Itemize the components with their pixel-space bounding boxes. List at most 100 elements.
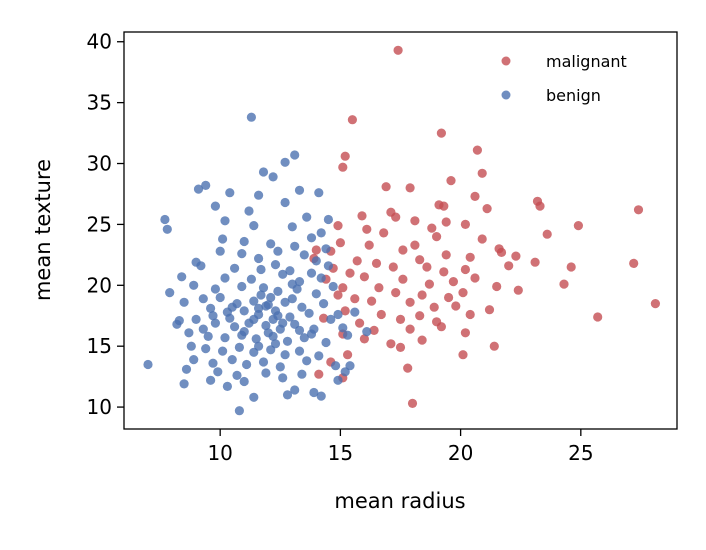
data-point-malignant <box>362 224 372 234</box>
data-point-malignant <box>470 191 480 201</box>
data-point-malignant <box>407 398 418 408</box>
data-point-malignant <box>427 223 437 233</box>
data-point-malignant <box>340 151 350 161</box>
data-point-benign <box>210 201 220 211</box>
data-point-benign <box>321 244 331 254</box>
data-point-benign <box>254 253 264 264</box>
data-point-benign <box>254 341 264 351</box>
data-point-malignant <box>465 252 475 262</box>
data-point-malignant <box>398 245 408 255</box>
data-point-benign <box>333 309 343 320</box>
data-point-benign <box>206 375 216 385</box>
data-point-benign <box>266 292 276 303</box>
data-point-benign <box>290 150 300 160</box>
data-point-benign <box>266 239 276 249</box>
data-point-malignant <box>422 262 432 272</box>
data-point-malignant <box>513 285 523 295</box>
data-point-malignant <box>472 145 482 155</box>
data-point-benign <box>311 289 321 299</box>
data-point-benign <box>321 337 331 348</box>
data-point-benign <box>294 325 305 335</box>
y-tick-label: 25 <box>87 212 112 236</box>
x-tick-label: 15 <box>328 441 353 465</box>
data-point-benign <box>189 280 199 290</box>
data-point-benign <box>299 250 309 260</box>
data-point-benign <box>314 188 324 198</box>
y-tick-label: 10 <box>87 395 112 419</box>
data-point-malignant <box>393 45 403 55</box>
data-point-benign <box>282 390 293 400</box>
data-point-benign <box>273 246 283 256</box>
data-point-benign <box>179 379 189 389</box>
data-point-malignant <box>650 299 661 309</box>
plot-frame <box>123 31 678 430</box>
data-point-malignant <box>573 221 584 231</box>
data-point-malignant <box>405 183 415 193</box>
data-point-benign <box>256 264 266 275</box>
data-point-malignant <box>367 296 377 306</box>
data-point-malignant <box>489 341 499 351</box>
y-tick-label: 15 <box>87 334 112 358</box>
y-tick-label: 35 <box>87 91 112 115</box>
data-point-benign <box>201 344 211 354</box>
data-point-benign <box>193 184 204 194</box>
data-point-benign <box>287 294 297 304</box>
data-point-benign <box>338 323 348 333</box>
data-point-malignant <box>405 324 415 334</box>
data-point-benign <box>287 279 297 289</box>
data-point-benign <box>201 180 211 190</box>
data-point-benign <box>258 283 269 293</box>
data-point-benign <box>191 314 201 324</box>
x-tick-label: 25 <box>568 441 593 465</box>
y-tick-label: 30 <box>87 152 112 176</box>
data-point-malignant <box>436 128 446 138</box>
data-point-benign <box>246 112 256 122</box>
data-point-benign <box>249 392 259 402</box>
data-point-benign <box>306 329 317 339</box>
data-point-benign <box>198 324 208 334</box>
data-point-malignant <box>369 325 379 335</box>
data-point-benign <box>254 190 264 200</box>
data-point-malignant <box>364 240 374 250</box>
data-point-malignant <box>338 162 348 172</box>
data-point-malignant <box>465 309 475 320</box>
data-point-malignant <box>410 216 420 226</box>
data-point-malignant <box>460 219 470 229</box>
data-point-malignant <box>477 168 487 178</box>
data-point-malignant <box>593 312 603 322</box>
data-point-malignant <box>333 221 343 231</box>
data-point-malignant <box>319 313 329 323</box>
data-point-malignant <box>410 240 420 250</box>
data-point-malignant <box>542 229 552 239</box>
x-axis-label: mean radius <box>334 489 465 513</box>
data-point-benign <box>246 274 256 284</box>
data-point-malignant <box>535 201 545 211</box>
data-point-benign <box>225 188 235 198</box>
data-point-benign <box>323 214 333 225</box>
data-point-malignant <box>504 261 514 271</box>
data-point-benign <box>177 272 187 282</box>
data-point-benign <box>263 328 273 338</box>
data-point-benign <box>249 221 259 231</box>
data-point-malignant <box>403 363 413 373</box>
data-point-malignant <box>350 294 360 304</box>
data-point-malignant <box>566 262 576 272</box>
data-point-benign <box>215 246 225 256</box>
data-point-benign <box>287 222 297 232</box>
data-point-malignant <box>439 201 449 211</box>
data-point-malignant <box>335 238 345 248</box>
data-point-malignant <box>311 245 321 255</box>
data-point-malignant <box>559 279 569 289</box>
data-point-benign <box>302 356 312 366</box>
data-point-malignant <box>439 267 449 277</box>
data-point-benign <box>328 281 338 292</box>
data-point-benign <box>239 327 249 337</box>
data-point-malignant <box>460 264 470 275</box>
data-point-benign <box>350 307 360 317</box>
data-point-malignant <box>429 302 439 312</box>
data-point-benign <box>251 334 261 344</box>
data-point-benign <box>268 172 278 182</box>
data-point-benign <box>285 266 295 276</box>
data-point-benign <box>230 322 240 332</box>
